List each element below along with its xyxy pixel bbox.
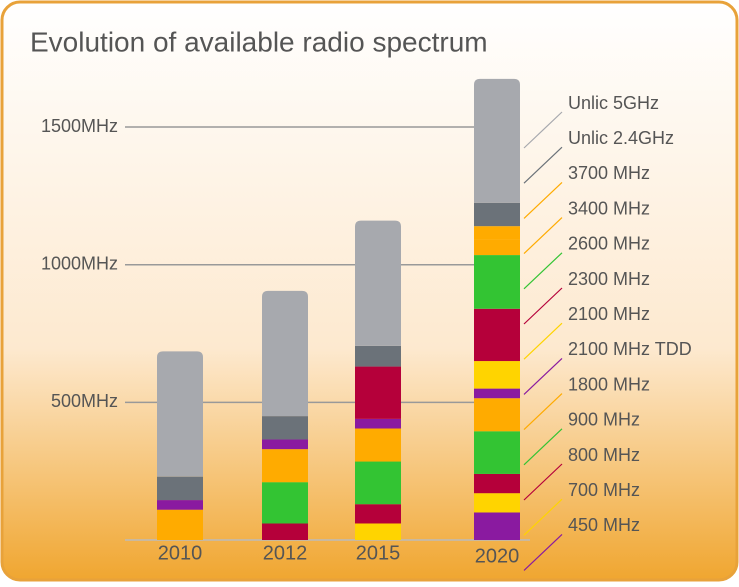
legend-leader	[523, 217, 563, 255]
bar-segment	[262, 449, 308, 483]
y-tick-label: 1500MHz	[41, 116, 118, 136]
legend-label: 700 MHz	[568, 480, 640, 500]
legend-label: 3700 MHz	[568, 163, 650, 183]
x-tick-label: 2020	[475, 545, 520, 567]
bar-segment	[355, 504, 401, 524]
legend-label: 800 MHz	[568, 445, 640, 465]
bar-segment	[474, 398, 520, 432]
bar-segment	[474, 431, 520, 474]
bar-segment	[157, 351, 203, 477]
legend-leader	[523, 428, 563, 466]
bar-segment	[262, 523, 308, 540]
bar-segment	[474, 473, 520, 494]
x-tick-label: 2015	[356, 542, 401, 564]
legend-leader	[523, 252, 563, 290]
bar-segment	[474, 388, 520, 399]
bar-segment	[157, 476, 203, 501]
chart-title: Evolution of available radio spectrum	[30, 26, 488, 57]
bar-segment	[355, 428, 401, 462]
bar-segment	[474, 512, 520, 540]
legend-leader	[523, 146, 563, 184]
bar-segment	[474, 361, 520, 389]
bar-segment	[474, 493, 520, 513]
legend-label: 2100 MHz	[568, 304, 650, 324]
bar-segment	[474, 202, 520, 227]
legend-leader	[523, 357, 563, 395]
legend-label: 900 MHz	[568, 410, 640, 430]
legend-leader	[523, 181, 563, 219]
legend-leader	[523, 533, 563, 571]
bar-segment	[474, 308, 520, 362]
legend-label: Unlic 2.4GHz	[568, 128, 674, 148]
x-tick-label: 2012	[263, 542, 308, 564]
bar-segment	[474, 255, 520, 309]
legend-label: 2100 MHz TDD	[568, 339, 692, 359]
legend-label: 450 MHz	[568, 515, 640, 535]
legend-leader	[523, 287, 563, 325]
bar-segment	[474, 239, 520, 256]
bar-segment	[355, 461, 401, 505]
bar-segment	[474, 78, 520, 203]
bar-segment	[355, 523, 401, 540]
y-tick-label: 1000MHz	[41, 253, 118, 273]
y-tick-label: 500MHz	[51, 391, 118, 411]
bar-segment	[355, 418, 401, 429]
legend-label: 3400 MHz	[568, 198, 650, 218]
bar-segment	[355, 345, 401, 367]
bar-segment	[474, 226, 520, 240]
bar-segment	[355, 220, 401, 346]
legend-label: 2600 MHz	[568, 234, 650, 254]
legend-leader	[523, 463, 563, 501]
bar-segment	[262, 416, 308, 440]
bar-segment	[355, 366, 401, 419]
legend-leader	[523, 111, 563, 149]
bar-segment	[157, 500, 203, 510]
legend-label: 1800 MHz	[568, 374, 650, 394]
bar-segment	[262, 439, 308, 450]
bar-segment	[262, 482, 308, 524]
bar-segment	[262, 290, 308, 417]
legend-leader	[523, 498, 563, 536]
legend-label: 2300 MHz	[568, 269, 650, 289]
legend-leader	[523, 393, 563, 431]
legend-leader	[523, 322, 563, 360]
x-tick-label: 2010	[158, 542, 203, 564]
legend-label: Unlic 5GHz	[568, 93, 659, 113]
bar-segment	[157, 509, 203, 540]
